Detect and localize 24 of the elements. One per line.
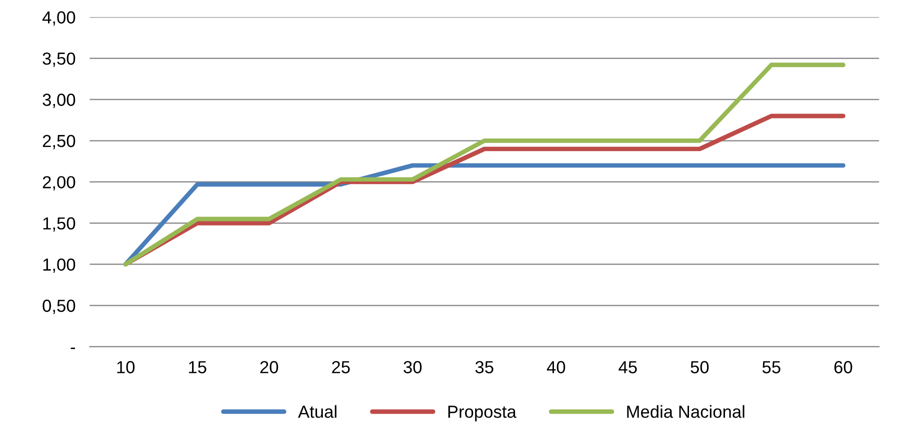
x-tick-label: 25 [332, 361, 350, 374]
x-tick-label: 20 [260, 361, 278, 374]
x-tick-label: 10 [117, 361, 135, 374]
y-tick-label: 1,00 [43, 258, 76, 273]
x-tick-label: 15 [189, 361, 206, 374]
y-tick-label: - [70, 348, 76, 350]
y-tick-label: 3,50 [42, 52, 76, 67]
y-tick-label: 3,00 [42, 94, 76, 108]
x-tick-label: 40 [546, 361, 566, 374]
y-tick-label: 0,50 [42, 300, 76, 314]
legend-label: Proposta [448, 406, 516, 422]
line-series [123, 62, 846, 267]
x-tick-label: 30 [404, 361, 422, 374]
x-tick-label: 60 [834, 361, 852, 374]
y-tick-label: 1,50 [43, 217, 76, 232]
y-tick-label: 4,00 [42, 11, 76, 26]
legend-label: Media Nacional [627, 405, 744, 418]
x-tick-label: 50 [690, 361, 709, 374]
y-tick-label: 2,50 [42, 134, 76, 150]
y-tick-label: 2,00 [42, 176, 76, 190]
x-tick-label: 35 [475, 361, 494, 374]
x-tick-label: 55 [762, 361, 780, 374]
x-tick-label: 45 [618, 361, 637, 374]
legend-label: Atual [298, 405, 336, 418]
